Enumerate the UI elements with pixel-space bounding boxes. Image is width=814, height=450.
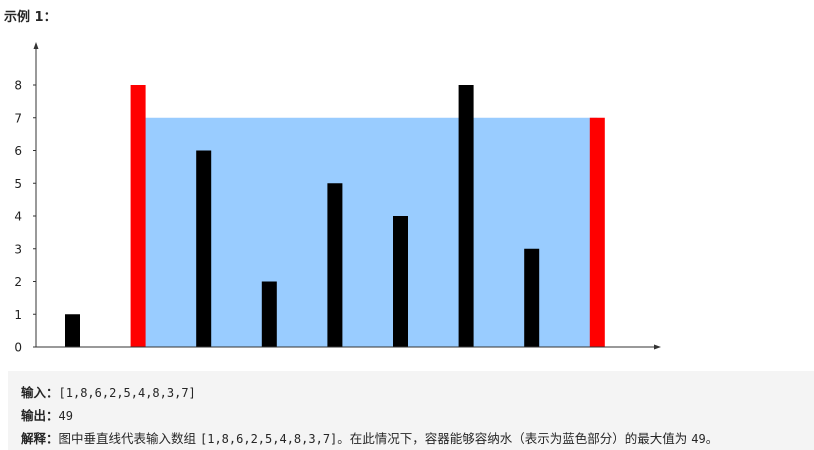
height-bar [458,85,474,347]
height-bar [393,216,408,347]
y-tick-label: 2 [14,275,22,289]
y-axis-arrow [33,42,39,49]
y-tick-label: 8 [14,79,22,93]
explanation-line: 解释：图中垂直线代表输入数组 [1,8,6,2,5,4,8,3,7]。在此情况下… [21,428,718,447]
explanation-label: 解释： [21,431,59,446]
explanation-text-2: 。在此情况下，容器能够容纳水（表示为蓝色部分）的最大值为 [337,431,692,446]
output-line: 输出：49 [21,405,73,424]
output-label: 输出： [21,408,59,423]
input-label: 输入： [21,385,59,400]
height-bar [65,314,80,347]
height-bar [261,281,277,347]
y-tick-label: 3 [14,242,22,256]
explanation-text: 图中垂直线代表输入数组 [58,431,200,446]
y-tick-label: 4 [14,210,22,224]
explanation-end: 。 [705,431,719,446]
x-axis-arrow [654,344,661,350]
container-water-chart: 0 1 2 3 4 5 6 7 8 [14,42,661,355]
water-area [138,117,598,347]
example-heading: 示例 1： [4,10,57,25]
highlight-bar [589,117,605,347]
explanation-array: [1,8,6,2,5,4,8,3,7] [200,432,338,446]
height-bar [196,150,212,347]
height-bar [327,183,343,347]
y-tick-label: 0 [14,341,22,355]
output-value: 49 [58,409,73,423]
example-io-box: 输入：[1,8,6,2,5,4,8,3,7] 输出：49 解释：图中垂直线代表输… [8,371,814,450]
explanation-result: 49 [691,432,706,446]
y-tick-label: 5 [14,177,22,191]
y-tick-label: 6 [14,144,22,158]
y-tick-label: 1 [14,308,22,322]
highlight-bar [130,85,146,347]
input-line: 输入：[1,8,6,2,5,4,8,3,7] [21,382,196,401]
input-value: [1,8,6,2,5,4,8,3,7] [58,386,196,400]
height-bar [524,248,540,347]
y-tick-label: 7 [14,111,22,125]
